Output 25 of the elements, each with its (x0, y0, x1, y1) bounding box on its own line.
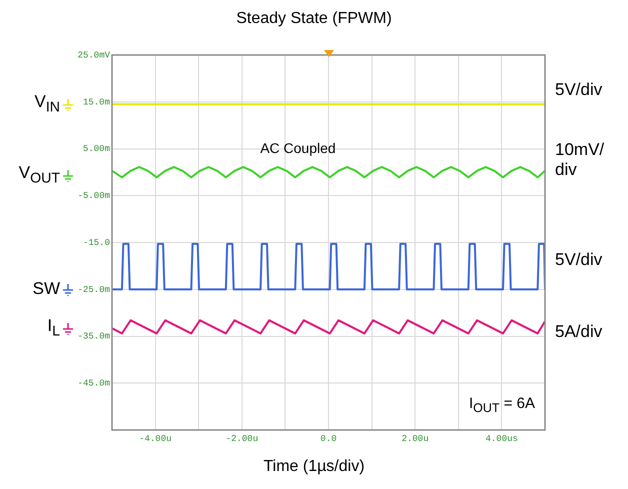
y-tick-label: -45.0m (78, 378, 110, 389)
text: 5V/div (555, 250, 602, 270)
legend-label: SW (32, 279, 60, 299)
legend-label: I$_{L}$ (46, 316, 60, 340)
x-tick-label: -4.00u (139, 434, 172, 444)
legend-label: V$_{IN}$ (34, 92, 60, 116)
y-tick-label: 5.00m (82, 144, 110, 154)
text: 5A/div (555, 322, 602, 342)
text: 10mV/ div (555, 140, 604, 180)
annotation: AC Coupled (260, 140, 336, 156)
x-tick-label: 0.0 (320, 434, 337, 444)
y-tick-label: -35.0m (78, 332, 110, 342)
y-tick-label: 25.0mV (78, 50, 111, 60)
x-tick-label: -2.00u (226, 434, 258, 444)
x-axis-title: Time (1µs/div) (262, 458, 366, 476)
y-tick-label: -5.00m (78, 191, 110, 202)
y-tick-label: -25.0m (78, 284, 110, 295)
chart-title: Steady State (FPWM) (235, 10, 393, 28)
text: 5V/div (555, 80, 602, 100)
y-tick-label: -15.0 (82, 238, 110, 248)
y-tick-label: 15.0m (82, 97, 110, 108)
annotation: I$_{OUT}$ = 6A (468, 395, 535, 416)
legend-label: V$_{OUT}$ (18, 162, 60, 186)
x-tick-label: 2.00u (402, 434, 429, 444)
x-tick-label: 4.00us (485, 434, 518, 444)
